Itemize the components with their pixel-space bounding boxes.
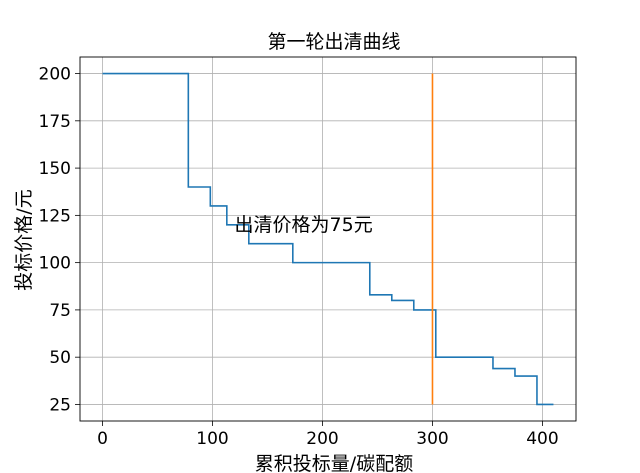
grid-lines (80, 57, 576, 421)
y-axis-label: 投标价格/元 (13, 189, 35, 290)
x-axis-label: 累积投标量/碳配额 (255, 453, 413, 473)
y-tick-label: 75 (49, 301, 71, 321)
y-tick-label: 25 (49, 395, 71, 415)
y-tick-label: 125 (39, 206, 71, 226)
y-tick-label: 100 (39, 254, 71, 274)
annotations: 出清价格为75元 (235, 214, 373, 236)
chart-title: 第一轮出清曲线 (267, 31, 400, 53)
x-tick-label: 400 (526, 429, 558, 449)
x-tick-label: 100 (196, 429, 228, 449)
y-tick-label: 175 (39, 112, 71, 132)
y-tick-label: 200 (39, 65, 71, 85)
series-line-1 (102, 72, 554, 406)
axes-frame (79, 56, 577, 422)
y-tick-label: 150 (39, 159, 71, 179)
series-layer (102, 72, 554, 406)
x-tick-label: 200 (306, 429, 338, 449)
y-axis-ticks: 25 50 75 100 125 150 175 200 (39, 65, 80, 415)
x-tick-label: 300 (416, 429, 448, 449)
y-tick-label: 50 (49, 348, 71, 368)
clearing-price-annotation: 出清价格为75元 (235, 214, 373, 236)
plot-frame (79, 56, 577, 422)
x-axis-ticks: 0 100 200 300 400 (97, 421, 559, 449)
x-tick-label: 0 (97, 429, 108, 449)
